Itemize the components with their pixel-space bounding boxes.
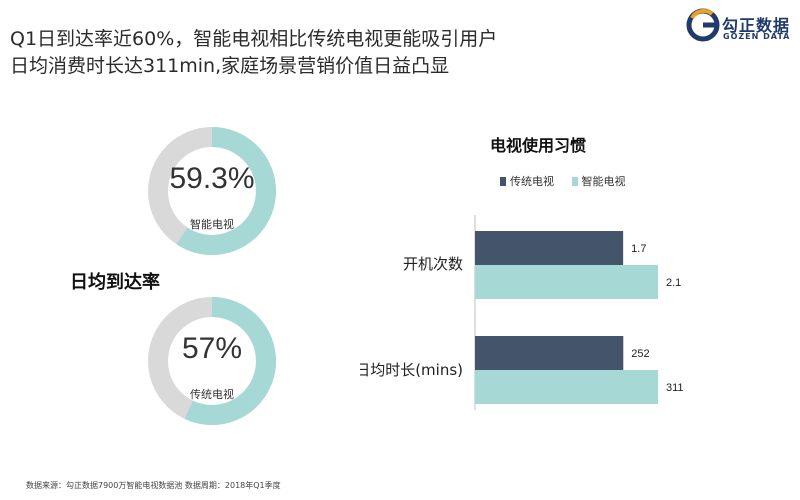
donut-category-label: 传统电视	[190, 388, 234, 401]
legend-swatch-smart	[571, 177, 578, 186]
category-label: 开机次数	[403, 255, 463, 273]
legend-item-traditional: 传统电视	[500, 173, 554, 189]
legend-label-traditional: 传统电视	[510, 175, 554, 188]
bar-value-label: 2.1	[666, 277, 681, 289]
bar-value-label: 252	[631, 348, 649, 360]
donut-category-label: 智能电视	[190, 218, 234, 231]
donut-traditional-tv: 57% 传统电视	[147, 296, 277, 426]
page-headline: Q1日到达率近60%，智能电视相比传统电视更能吸引用户 日均消费时长达311mi…	[10, 26, 630, 80]
donut-smart-tv-ring	[148, 127, 276, 255]
donut-arc	[148, 127, 276, 255]
legend-swatch-traditional	[500, 177, 506, 186]
gozen-logo-icon	[686, 8, 720, 42]
headline-line-1: Q1日到达率近60%，智能电视相比传统电视更能吸引用户	[10, 28, 498, 50]
donut-percent-label: 59.3%	[169, 162, 255, 195]
chart-legend: 传统电视 智能电视	[500, 173, 640, 189]
bar-smart-0	[475, 265, 658, 299]
brand-logo: 勾正数据 GOZEN DATA	[686, 8, 794, 44]
headline-line-2: 日均消费时长达311min,家庭场景营销价值日益凸显	[10, 55, 450, 77]
chart-title: 电视使用习惯	[490, 136, 587, 155]
donut-percent-label: 57%	[181, 332, 243, 365]
logo-text-en: GOZEN DATA	[723, 32, 791, 41]
bar-value-label: 1.7	[631, 243, 646, 255]
donut-smart-tv: 59.3% 智能电视	[147, 126, 277, 256]
category-label: 日均时长(mins)	[360, 361, 463, 379]
bar-traditional-0	[475, 231, 624, 265]
bar-traditional-1	[475, 336, 624, 370]
logo-text-cn: 勾正数据	[722, 16, 791, 35]
bar-value-label: 311	[666, 382, 684, 394]
bar-smart-1	[475, 370, 658, 404]
reach-section-title: 日均到达率	[70, 272, 160, 293]
legend-item-smart: 智能电视	[571, 173, 626, 189]
legend-label-smart: 智能电视	[581, 175, 626, 188]
donut-traditional-tv-ring	[148, 297, 276, 425]
bar-chart: 开机次数 1.7 2.1 日均时长(mins) 252 311	[360, 215, 684, 410]
data-source-footnote: 数据来源：勾正数据7900万智能电视数据池 数据周期：2018年Q1季度	[26, 481, 281, 490]
donut-arc	[148, 297, 276, 425]
